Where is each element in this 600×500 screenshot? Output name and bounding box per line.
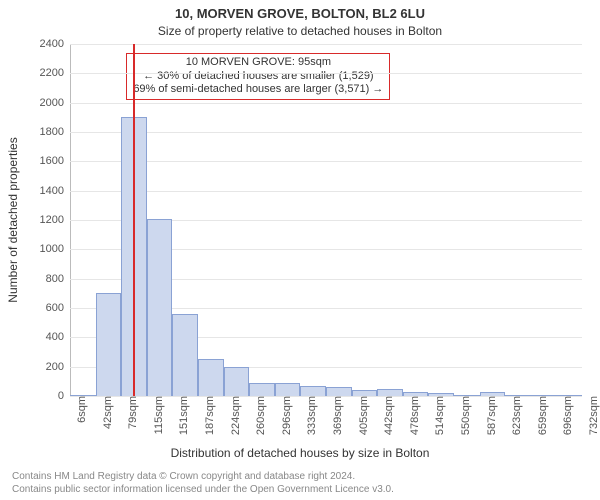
- x-tick-label: 151sqm: [172, 396, 190, 435]
- chart-plot-area: 10 MORVEN GROVE: 95sqm← 30% of detached …: [70, 44, 582, 396]
- x-tick-label: 442sqm: [377, 396, 395, 435]
- bar: [300, 386, 326, 396]
- bar: [377, 389, 403, 396]
- y-tick-label: 600: [46, 302, 70, 314]
- info-box-line: 69% of semi-detached houses are larger (…: [133, 83, 383, 97]
- x-axis-label: Distribution of detached houses by size …: [0, 446, 600, 460]
- x-tick-label: 6sqm: [70, 396, 88, 423]
- x-tick-label: 42sqm: [96, 396, 114, 429]
- gridline: [70, 191, 582, 192]
- y-tick-label: 2200: [40, 67, 70, 79]
- property-marker-line: [133, 44, 135, 396]
- bar: [172, 314, 198, 396]
- bar: [249, 383, 275, 396]
- chart-info-box: 10 MORVEN GROVE: 95sqm← 30% of detached …: [126, 53, 390, 100]
- x-tick-label: 478sqm: [403, 396, 421, 435]
- gridline: [70, 103, 582, 104]
- x-tick-label: 79sqm: [121, 396, 139, 429]
- y-tick-label: 1600: [40, 155, 70, 167]
- info-box-line: 10 MORVEN GROVE: 95sqm: [133, 56, 383, 70]
- bar: [275, 383, 301, 396]
- x-tick-label: 550sqm: [454, 396, 472, 435]
- y-axis-label: Number of detached properties: [6, 137, 20, 302]
- x-tick-label: 369sqm: [326, 396, 344, 435]
- info-box-line: ← 30% of detached houses are smaller (1,…: [133, 70, 383, 84]
- x-tick-label: 115sqm: [147, 396, 165, 434]
- bar: [147, 219, 173, 396]
- x-tick-label: 405sqm: [352, 396, 370, 435]
- y-tick-label: 1200: [40, 214, 70, 226]
- y-tick-label: 0: [58, 390, 70, 402]
- x-tick-label: 296sqm: [275, 396, 293, 435]
- page-subtitle: Size of property relative to detached ho…: [0, 24, 600, 38]
- attribution-footer: Contains HM Land Registry data © Crown c…: [12, 470, 600, 496]
- gridline: [70, 132, 582, 133]
- x-tick-label: 224sqm: [224, 396, 242, 435]
- y-tick-label: 2000: [40, 97, 70, 109]
- y-tick-label: 1400: [40, 185, 70, 197]
- x-tick-label: 696sqm: [556, 396, 574, 435]
- gridline: [70, 161, 582, 162]
- y-tick-label: 200: [46, 361, 70, 373]
- y-tick-label: 1000: [40, 243, 70, 255]
- x-tick-label: 587sqm: [480, 396, 498, 435]
- footer-line: Contains public sector information licen…: [12, 483, 600, 496]
- page-title: 10, MORVEN GROVE, BOLTON, BL2 6LU: [0, 6, 600, 21]
- gridline: [70, 44, 582, 45]
- x-tick-label: 187sqm: [198, 396, 216, 435]
- x-tick-label: 260sqm: [249, 396, 267, 435]
- bar: [326, 387, 352, 396]
- bar: [224, 367, 250, 396]
- x-tick-label: 333sqm: [300, 396, 318, 435]
- gridline: [70, 73, 582, 74]
- bar: [198, 359, 224, 396]
- x-tick-label: 732sqm: [582, 396, 600, 435]
- x-tick-label: 623sqm: [505, 396, 523, 435]
- x-tick-label: 514sqm: [428, 396, 446, 435]
- y-tick-label: 800: [46, 273, 70, 285]
- footer-line: Contains HM Land Registry data © Crown c…: [12, 470, 600, 483]
- y-tick-label: 1800: [40, 126, 70, 138]
- y-tick-label: 400: [46, 331, 70, 343]
- bar: [96, 293, 122, 396]
- y-tick-label: 2400: [40, 38, 70, 50]
- x-tick-label: 659sqm: [531, 396, 549, 435]
